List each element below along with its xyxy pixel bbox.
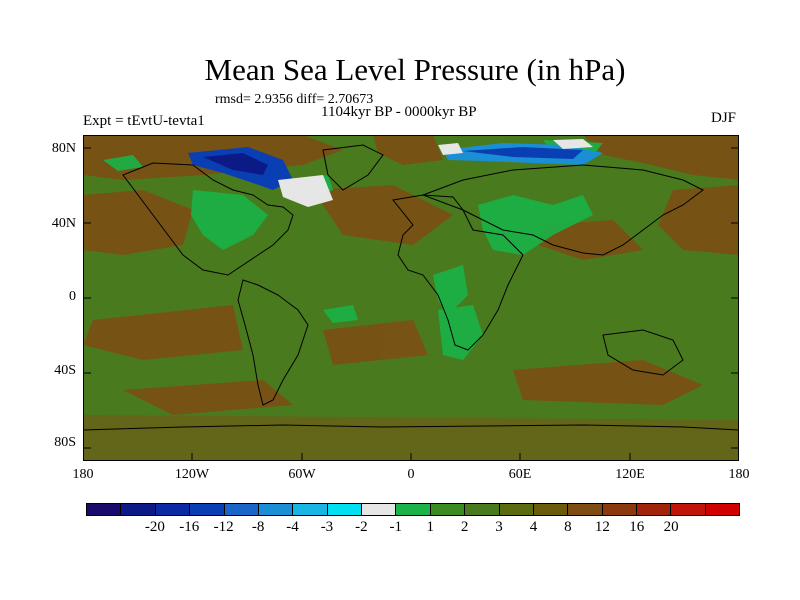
colorbar-swatch	[704, 504, 740, 515]
negative-pressure-regions	[188, 139, 603, 207]
colorbar-swatch	[636, 504, 671, 515]
lat-label-80s: 80S	[54, 435, 76, 450]
lon-label-180e: 180	[728, 467, 750, 482]
colorbar-label: -8	[251, 519, 265, 535]
colorbar-swatch	[223, 504, 258, 515]
colorbar-swatch	[326, 504, 361, 515]
season-label: DJF	[711, 110, 737, 126]
lon-label-180w: 180	[72, 467, 94, 482]
lon-label-60w: 60W	[288, 467, 316, 482]
colorbar-label: 16	[629, 519, 645, 535]
colorbar-label: -4	[286, 519, 299, 535]
colorbar-label: 3	[495, 519, 503, 535]
colorbar-swatch	[154, 504, 190, 515]
colorbar-swatch	[464, 504, 499, 515]
colorbar-swatch	[670, 504, 705, 515]
map-frame	[83, 135, 739, 461]
experiment-label: Expt = tEvtU-tevta1	[83, 113, 205, 129]
colorbar-swatch	[189, 504, 224, 515]
lon-label-120w: 120W	[174, 467, 210, 482]
colorbar-label: 4	[529, 519, 538, 535]
colorbar-swatch	[120, 504, 155, 515]
colorbar-label: 8	[564, 519, 572, 535]
lon-label-0: 0	[407, 467, 415, 482]
colorbar-label: -3	[320, 519, 334, 535]
colorbar-label: -2	[355, 519, 368, 535]
colorbar-label: -1	[389, 519, 403, 535]
rmsd-diff-stats: rmsd= 2.9356 diff= 2.70673	[215, 92, 374, 107]
lon-label-60e: 60E	[508, 467, 532, 482]
colorbar-swatch	[498, 504, 533, 515]
colorbar-swatch	[395, 504, 430, 515]
axis-ticks	[83, 147, 739, 461]
colorbar-swatch	[429, 504, 465, 515]
plot-title: Mean Sea Level Pressure (in hPa)	[204, 52, 626, 87]
pressure-map	[83, 135, 739, 461]
colorbar-label: -16	[179, 519, 200, 535]
lat-label-80n: 80N	[51, 141, 76, 156]
colorbar-label: -12	[213, 519, 234, 535]
colorbar-swatch	[601, 504, 636, 515]
colorbar-swatch	[532, 504, 568, 515]
lat-label-40n: 40N	[51, 216, 76, 231]
colorbar-swatch	[361, 504, 396, 515]
colorbar-label: 12	[594, 519, 610, 535]
colorbar-label: 20	[663, 519, 679, 535]
lat-label-40s: 40S	[54, 363, 76, 378]
colorbar-swatch	[292, 504, 327, 515]
lon-label-120e: 120E	[615, 467, 645, 482]
colorbar-swatch	[567, 504, 602, 515]
lat-label-0: 0	[69, 289, 76, 304]
time-period-label: 1104kyr BP - 0000kyr BP	[321, 104, 477, 120]
high-pressure-regions	[83, 135, 739, 461]
colorbar	[86, 503, 740, 516]
colorbar-label: 2	[460, 519, 469, 535]
colorbar-swatch	[257, 504, 293, 515]
colorbar-label: -20	[144, 519, 165, 535]
colorbar-swatch	[87, 504, 121, 515]
coastlines	[83, 144, 739, 431]
colorbar-label: 1	[426, 519, 434, 535]
